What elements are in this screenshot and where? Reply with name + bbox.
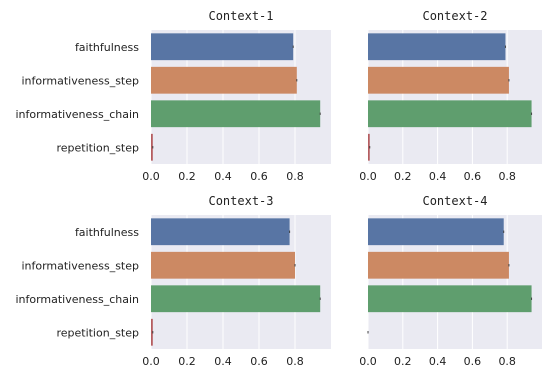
x-tick-label: 0.0 <box>142 355 160 367</box>
category-label: informativeness_chain <box>15 293 139 306</box>
bar <box>151 251 295 279</box>
x-tick-label: 0.4 <box>429 355 447 367</box>
panel-title: Context-4 <box>422 194 487 208</box>
bar <box>368 285 532 313</box>
category-label: faithfulness <box>75 41 139 54</box>
bar <box>151 318 153 346</box>
category-label: faithfulness <box>75 226 139 239</box>
bar <box>151 33 294 61</box>
bar <box>151 66 297 94</box>
x-tick-label: 0.8 <box>498 355 516 367</box>
bar <box>368 66 509 94</box>
chart-panel: Context-2 0.0 0.2 0.4 0.6 0.8 <box>359 9 542 183</box>
chart-panel: Context-4 0.0 0.2 0.4 0.6 0.8 <box>359 194 542 367</box>
chart-panel: Context-3 faithfulness informativeness_ste… <box>15 194 331 367</box>
x-tick-label: 0.0 <box>359 170 377 183</box>
category-label: repetition_step <box>56 141 139 154</box>
x-tick-label: 0.6 <box>464 355 482 367</box>
bar <box>368 100 532 128</box>
x-tick-label: 0.2 <box>178 170 196 183</box>
x-tick-label: 0.4 <box>429 170 447 183</box>
bar <box>368 218 504 246</box>
category-label: repetition_step <box>56 326 139 339</box>
bar <box>151 218 290 246</box>
x-tick-label: 0.2 <box>178 355 196 367</box>
category-label: informativeness_step <box>21 259 139 272</box>
x-tick-label: 0.6 <box>464 170 482 183</box>
bar <box>368 133 370 161</box>
x-tick-label: 0.2 <box>394 355 412 367</box>
panel-title: Context-3 <box>208 194 273 208</box>
x-tick-label: 0.6 <box>250 170 268 183</box>
x-tick-label: 0.6 <box>250 355 268 367</box>
panel-title: Context-1 <box>208 9 273 23</box>
x-tick-label: 0.8 <box>498 170 516 183</box>
x-tick-label: 0.2 <box>394 170 412 183</box>
x-tick-label: 0.8 <box>286 355 304 367</box>
category-label: informativeness_chain <box>15 108 139 121</box>
x-tick-label: 0.0 <box>359 355 377 367</box>
bar <box>151 133 153 161</box>
bar <box>368 33 506 61</box>
panel-title: Context-2 <box>422 9 487 23</box>
bar <box>151 100 321 128</box>
bar <box>368 251 509 279</box>
x-tick-label: 0.4 <box>214 170 232 183</box>
bar <box>151 285 321 313</box>
x-tick-label: 0.8 <box>286 170 304 183</box>
x-tick-label: 0.4 <box>214 355 232 367</box>
x-tick-label: 0.0 <box>142 170 160 183</box>
chart-panel: Context-1 faithfulness informativeness_ste… <box>15 9 331 183</box>
category-label: informativeness_step <box>21 74 139 87</box>
